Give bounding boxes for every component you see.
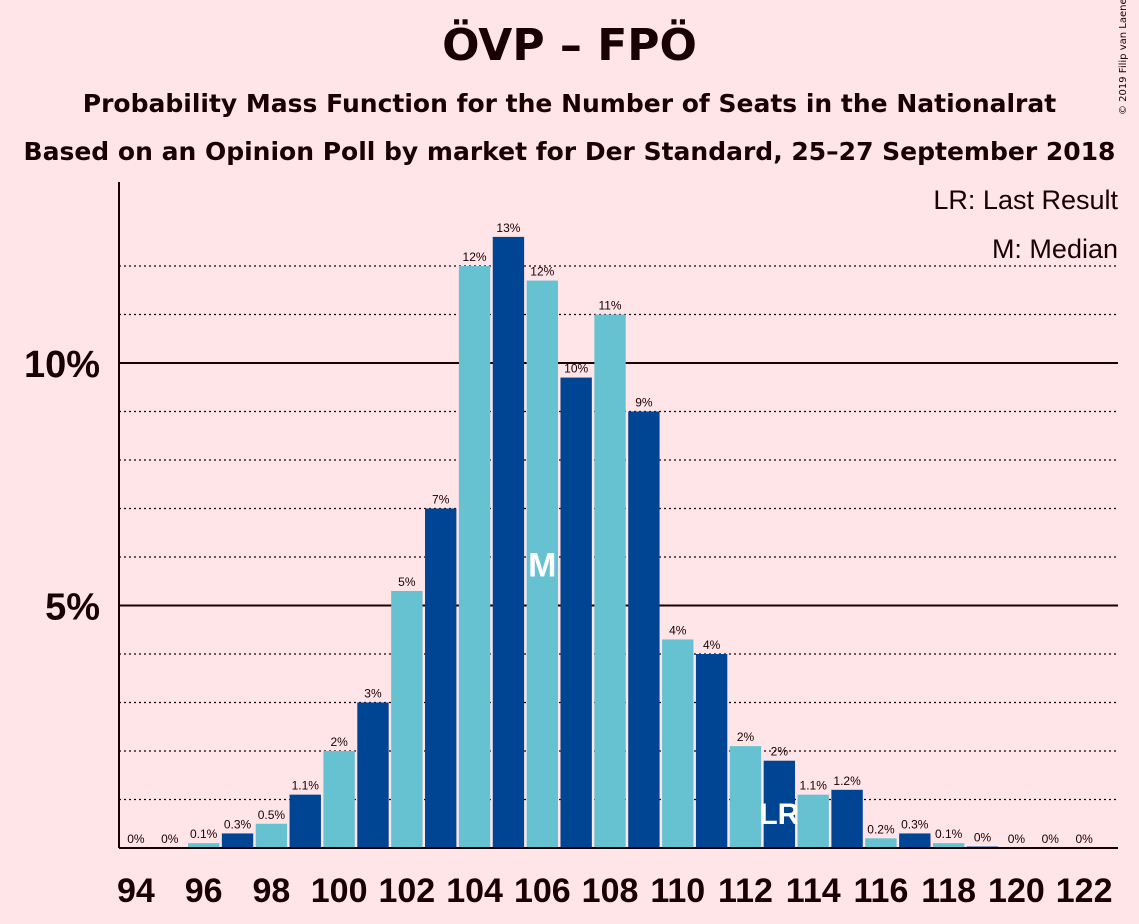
x-tick-label: 110 [650, 872, 705, 910]
chart-subtitle-source: Based on an Opinion Poll by market for D… [23, 137, 1116, 166]
bar-117 [899, 833, 931, 848]
bars-layer: 0% 0% 0.1% 0.3% 0.5% 1.1% 2% 3% 5% 7% 12% 13% 12% M 10… [127, 221, 1093, 848]
bar-114 [797, 794, 829, 848]
bar-value-label-102: 5% [398, 575, 416, 589]
bar-106 [526, 280, 558, 848]
y-tick-labels: 5% 10% [24, 344, 100, 629]
bar-115 [831, 789, 863, 848]
x-tick-label: 104 [446, 872, 503, 910]
bar-102 [391, 590, 423, 848]
bar-118 [932, 843, 965, 848]
y-tick-label: 10% [24, 344, 100, 386]
bar-112 [729, 746, 762, 848]
bar-110 [662, 639, 694, 848]
bar-value-label-110: 4% [669, 623, 687, 637]
bar-value-label-99: 1.1% [292, 779, 320, 793]
bar-103 [425, 508, 457, 848]
bar-104 [458, 266, 491, 848]
x-tick-label: 120 [988, 872, 1045, 910]
x-tick-label: 116 [854, 872, 909, 910]
bar-value-label-115: 1.2% [833, 774, 861, 788]
bar-101 [357, 702, 389, 848]
x-tick-labels: 94 96 98 100 102 104 106 108 110 112 114 116 118 120 1… [117, 872, 1112, 910]
bar-value-label-117: 0.3% [901, 817, 929, 831]
bar-value-label-103: 7% [432, 493, 450, 507]
x-tick-label: 96 [185, 872, 223, 910]
bar-value-label-107: 10% [564, 362, 588, 376]
bar-value-label-112: 2% [737, 730, 755, 744]
bar-value-label-100: 2% [330, 735, 348, 749]
bar-value-label-119: 0% [974, 831, 992, 845]
bar-100 [323, 751, 355, 848]
last-result-marker: LR [759, 798, 799, 831]
y-tick-label: 5% [45, 587, 100, 629]
legend: LR: Last Result M: Median [933, 185, 1118, 264]
x-tick-label: 102 [378, 872, 435, 910]
bar-105 [492, 236, 525, 848]
chart-title: ÖVP – FPÖ [442, 20, 697, 71]
bar-108 [594, 314, 626, 848]
bar-97 [221, 833, 254, 848]
x-tick-label: 112 [718, 872, 773, 910]
x-tick-label: 106 [514, 872, 571, 910]
bar-value-label-104: 12% [463, 250, 487, 264]
bar-99 [289, 794, 321, 848]
bar-111 [695, 654, 728, 848]
legend-last-result: LR: Last Result [933, 185, 1118, 215]
x-tick-label: 108 [582, 872, 639, 910]
bar-value-label-105: 13% [496, 221, 520, 235]
bar-value-label-113: 2% [771, 745, 789, 759]
bar-value-label-121: 0% [1042, 832, 1060, 846]
bar-109 [628, 411, 660, 848]
legend-median: M: Median [992, 234, 1118, 264]
x-tick-label: 100 [311, 872, 368, 910]
bar-116 [865, 838, 897, 848]
bar-value-label-94: 0% [127, 832, 145, 846]
bar-98 [255, 823, 288, 848]
bar-96 [187, 843, 220, 848]
x-tick-label: 114 [786, 872, 841, 910]
bar-value-label-118: 0.1% [935, 827, 963, 841]
bar-107 [560, 377, 592, 848]
x-tick-label: 122 [1056, 872, 1113, 910]
bar-value-label-111: 4% [703, 638, 721, 652]
bar-value-label-114: 1.1% [800, 779, 828, 793]
bar-value-label-109: 9% [635, 396, 653, 410]
bar-value-label-120: 0% [1008, 832, 1026, 846]
bar-value-label-122: 0% [1075, 832, 1093, 846]
bar-value-label-96: 0.1% [190, 827, 218, 841]
bar-value-label-97: 0.3% [224, 817, 252, 831]
bar-value-label-98: 0.5% [258, 808, 286, 822]
x-tick-label: 94 [117, 872, 155, 910]
chart-subtitle: Probability Mass Function for the Number… [82, 89, 1057, 118]
bar-value-label-106: 12% [530, 265, 554, 279]
bar-value-label-95: 0% [161, 832, 179, 846]
bar-value-label-101: 3% [364, 687, 382, 701]
median-marker: M [528, 546, 556, 584]
x-tick-label: 118 [921, 872, 976, 910]
bar-113 [763, 760, 796, 848]
x-tick-label: 98 [252, 872, 290, 910]
bar-value-label-108: 11% [598, 299, 621, 313]
bar-value-label-116: 0.2% [867, 822, 895, 836]
